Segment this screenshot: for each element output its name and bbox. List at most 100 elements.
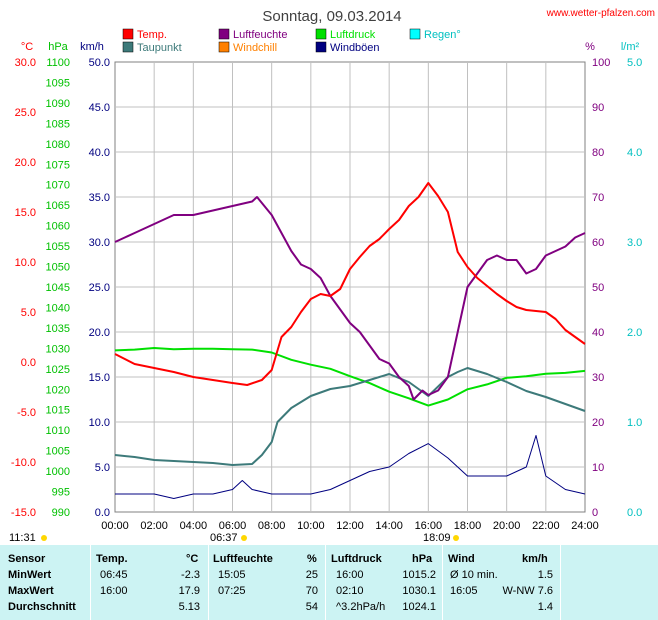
header-wind: Wind [448, 553, 475, 565]
tick-labels: 30.0 25.0 20.0 15.0 10.0 5.0 0.0 -5.0 -10.0 -15.0… [11, 57, 642, 532]
column-separator [442, 545, 443, 620]
stat-label: MinWert [8, 569, 52, 581]
pressure-tick-label: 1075 [46, 159, 70, 171]
temp-tick-label: -5.0 [17, 407, 36, 419]
temp-tick-label: -10.0 [11, 457, 36, 469]
pressure-tick-label: 1005 [46, 446, 70, 458]
rain-tick-label: 2.0 [627, 327, 642, 339]
humidity-tick-label: 20 [592, 417, 604, 429]
sunset-icon [453, 535, 459, 541]
dewpoint-line [114, 367, 586, 466]
legend-swatch [315, 41, 327, 53]
legend-label: Luftfeuchte [233, 29, 287, 41]
temp-tick-label: -15.0 [11, 507, 36, 519]
humidity-line [114, 196, 586, 401]
pressure-tick-label: 1000 [46, 466, 70, 478]
temp-unit: °C [21, 41, 33, 53]
temp-tick-label: 0.0 [21, 357, 36, 369]
header-temp: Temp. [96, 553, 128, 565]
stat-hum: 25 [305, 569, 318, 581]
pressure-tick-label: 1095 [46, 77, 70, 89]
x-tick-label: 20:00 [493, 520, 521, 532]
x-tick-label: 08:00 [258, 520, 286, 532]
wind-unit: km/h [80, 41, 104, 53]
wind-tick-label: 5.0 [95, 462, 110, 474]
stat-press-time: 02:10 [336, 585, 364, 597]
moon-icon [41, 535, 47, 541]
wind-tick-label: 10.0 [89, 417, 110, 429]
header-wind-unit: km/h [522, 553, 548, 565]
header-humidity-unit: % [307, 553, 317, 565]
data-series [114, 182, 586, 499]
stat-hum-time: 07:25 [218, 585, 246, 597]
stat-hum: 54 [305, 601, 318, 613]
x-tick-label: 04:00 [180, 520, 208, 532]
statistics-table: Sensor Temp. °C Luftfeuchte % Luftdruck … [0, 545, 658, 620]
stat-wind: 1.4 [537, 601, 553, 613]
wind-tick-label: 30.0 [89, 237, 110, 249]
humidity-tick-label: 90 [592, 102, 604, 114]
chart-title: Sonntag, 09.03.2014 [262, 8, 401, 25]
temperature-line [114, 182, 586, 386]
pressure-tick-label: 1020 [46, 384, 70, 396]
x-tick-label: 00:00 [101, 520, 129, 532]
legend-label: Temp. [137, 29, 167, 41]
site-link[interactable]: www.wetter-pfalzen.com [546, 8, 655, 19]
sun-markers: 11:31 06:37 18:09 [9, 532, 459, 544]
legend-label: Luftdruck [330, 29, 376, 41]
pressure-tick-label: 990 [52, 507, 70, 519]
stat-temp: 17.9 [178, 585, 200, 597]
pressure-tick-label: 1060 [46, 221, 70, 233]
stat-temp: 5.13 [178, 601, 200, 613]
stat-wind-time: 16:05 [450, 585, 478, 597]
x-tick-label: 24:00 [571, 520, 599, 532]
stat-press: 1015.2 [402, 569, 436, 581]
stat-temp-time: 06:45 [100, 569, 128, 581]
rain-tick-label: 0.0 [627, 507, 642, 519]
legend-swatch [122, 28, 134, 40]
legend: Temp. Luftfeuchte Luftdruck Regen° Taupunkt W… [122, 28, 461, 54]
stat-press-time: 16:00 [336, 569, 364, 581]
humidity-tick-label: 70 [592, 192, 604, 204]
humidity-tick-label: 50 [592, 282, 604, 294]
column-separator [208, 545, 209, 620]
wind-tick-label: 0.0 [95, 507, 110, 519]
wind-tick-label: 40.0 [89, 147, 110, 159]
pressure-tick-label: 1090 [46, 98, 70, 110]
sunset-time: 18:09 [423, 532, 451, 544]
rain-tick-label: 3.0 [627, 237, 642, 249]
column-separator [560, 545, 561, 620]
rain-tick-label: 4.0 [627, 147, 642, 159]
pressure-tick-label: 1030 [46, 343, 70, 355]
x-tick-label: 12:00 [336, 520, 364, 532]
pressure-tick-label: 1080 [46, 139, 70, 151]
legend-label: Windböen [330, 42, 380, 54]
x-tick-label: 16:00 [415, 520, 443, 532]
legend-swatch [218, 28, 230, 40]
header-humidity: Luftfeuchte [213, 553, 273, 565]
column-separator [325, 545, 326, 620]
legend-label: Taupunkt [137, 42, 182, 54]
stat-wind: 1.5 [537, 569, 553, 581]
humidity-tick-label: 80 [592, 147, 604, 159]
stat-wind-time: Ø 10 min. [450, 569, 498, 581]
stat-hum: 70 [305, 585, 318, 597]
stat-wind: W-NW 7.6 [502, 585, 553, 597]
temp-tick-label: 30.0 [15, 57, 36, 69]
rain-unit: l/m² [621, 41, 640, 53]
x-tick-label: 22:00 [532, 520, 560, 532]
column-separator [90, 545, 91, 620]
rain-tick-label: 5.0 [627, 57, 642, 69]
stat-press-time: ^3.2hPa/h [336, 601, 386, 613]
humidity-tick-label: 100 [592, 57, 610, 69]
wind-tick-label: 35.0 [89, 192, 110, 204]
x-tick-label: 06:00 [219, 520, 247, 532]
pressure-tick-label: 995 [52, 487, 70, 499]
wind-tick-label: 25.0 [89, 282, 110, 294]
pressure-tick-label: 1085 [46, 118, 70, 130]
temp-tick-label: 5.0 [21, 307, 36, 319]
wind-tick-label: 50.0 [89, 57, 110, 69]
pressure-tick-label: 1010 [46, 425, 70, 437]
legend-swatch [409, 28, 421, 40]
header-pressure-unit: hPa [412, 553, 433, 565]
